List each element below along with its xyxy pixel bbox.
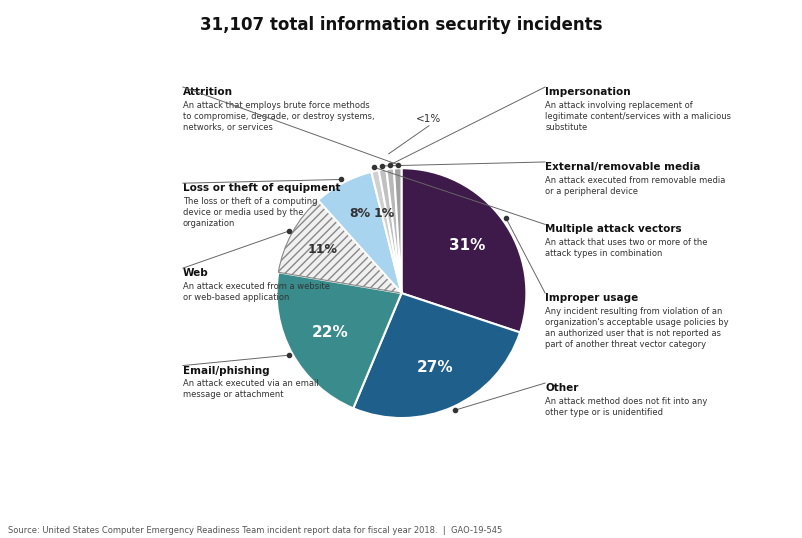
- Text: An attack that employs brute force methods
to compromise, degrade, or destroy sy: An attack that employs brute force metho…: [183, 101, 374, 132]
- Text: An attack executed from a website
or web-based application: An attack executed from a website or web…: [183, 282, 330, 302]
- Text: 11%: 11%: [307, 243, 338, 256]
- Wedge shape: [318, 172, 401, 293]
- Text: Loss or theft of equipment: Loss or theft of equipment: [183, 183, 340, 193]
- Wedge shape: [394, 168, 401, 293]
- Text: An attack involving replacement of
legitimate content/services with a malicious
: An attack involving replacement of legit…: [545, 101, 731, 132]
- Text: Web: Web: [183, 268, 209, 278]
- Text: Source: United States Computer Emergency Readiness Team incident report data for: Source: United States Computer Emergency…: [8, 526, 502, 535]
- Text: 27%: 27%: [416, 359, 453, 374]
- Text: External/removable media: External/removable media: [545, 162, 699, 172]
- Text: Other: Other: [545, 383, 577, 393]
- Wedge shape: [278, 200, 401, 293]
- Wedge shape: [371, 171, 401, 293]
- Text: 22%: 22%: [312, 325, 348, 340]
- Text: 1%: 1%: [373, 207, 395, 220]
- Text: Impersonation: Impersonation: [545, 87, 630, 97]
- Text: An attack executed via an email
message or attachment: An attack executed via an email message …: [183, 379, 318, 399]
- Text: <1%: <1%: [415, 115, 441, 124]
- Wedge shape: [353, 293, 520, 418]
- Text: An attack that uses two or more of the
attack types in combination: An attack that uses two or more of the a…: [545, 238, 707, 258]
- Text: Improper usage: Improper usage: [545, 293, 638, 303]
- Text: 31%: 31%: [448, 238, 485, 253]
- Text: An attack method does not fit into any
other type or is unidentified: An attack method does not fit into any o…: [545, 397, 707, 417]
- Wedge shape: [276, 272, 401, 408]
- Wedge shape: [401, 168, 526, 332]
- Text: 8%: 8%: [348, 207, 370, 220]
- Text: Any incident resulting from violation of an
organization's acceptable usage poli: Any incident resulting from violation of…: [545, 307, 728, 349]
- Text: Email/phishing: Email/phishing: [183, 365, 269, 376]
- Text: 31,107 total information security incidents: 31,107 total information security incide…: [200, 16, 602, 34]
- Wedge shape: [379, 169, 401, 293]
- Wedge shape: [386, 168, 401, 293]
- Text: An attack executed from removable media
or a peripheral device: An attack executed from removable media …: [545, 176, 725, 196]
- Text: Attrition: Attrition: [183, 87, 233, 97]
- Text: The loss or theft of a computing
device or media used by the
organization: The loss or theft of a computing device …: [183, 197, 317, 228]
- Text: Multiple attack vectors: Multiple attack vectors: [545, 224, 681, 235]
